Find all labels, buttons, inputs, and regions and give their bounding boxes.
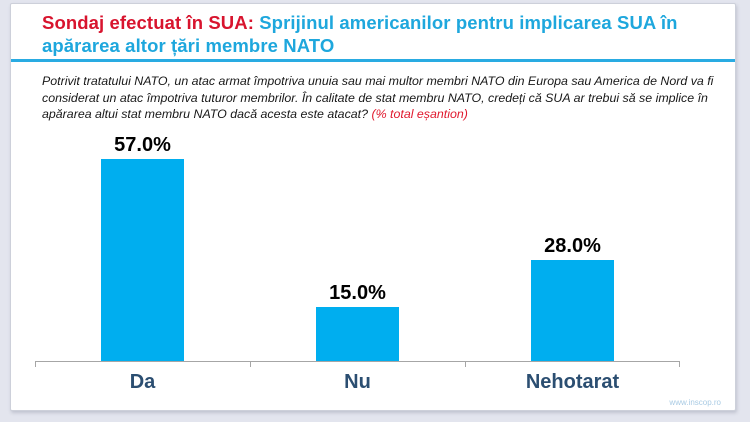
bar-group-da: 57.0% — [35, 134, 250, 361]
bar-nu — [316, 306, 399, 361]
title-prefix: Sondaj efectuat în SUA: — [42, 12, 254, 33]
data-label: 57.0% — [114, 133, 171, 156]
title-divider — [11, 59, 735, 62]
title-main: Sprijinul americanilor pentru implicarea… — [42, 12, 678, 56]
category-axis: Da Nu Nehotarat — [35, 371, 680, 394]
data-label: 28.0% — [544, 235, 601, 258]
data-label: 15.0% — [329, 281, 386, 304]
category-label-nu: Nu — [344, 370, 371, 393]
question-text: Potrivit tratatului NATO, un atac armat … — [42, 74, 714, 121]
axis-tick — [679, 360, 680, 367]
category-label-nehotarat: Nehotarat — [525, 370, 620, 393]
axis-tick — [35, 360, 36, 367]
sample-note: (% total eșantion) — [371, 107, 468, 121]
survey-slide: Sondaj efectuat în SUA: Sprijinul americ… — [10, 3, 736, 411]
bar-nehotarat — [531, 260, 614, 361]
bar-da — [101, 158, 184, 361]
category-label-da: Da — [129, 370, 156, 393]
survey-question: Potrivit tratatului NATO, un atac armat … — [42, 73, 720, 123]
axis-tick — [249, 360, 251, 367]
page-title: Sondaj efectuat în SUA: Sprijinul americ… — [42, 11, 705, 57]
source-website: www.inscop.ro — [669, 398, 721, 407]
bar-group-nu: 15.0% — [250, 134, 465, 361]
bar-group-nehotarat: 28.0% — [465, 134, 680, 361]
axis-tick — [465, 360, 466, 367]
bar-chart: 57.0% 15.0% 28.0% — [35, 134, 680, 367]
